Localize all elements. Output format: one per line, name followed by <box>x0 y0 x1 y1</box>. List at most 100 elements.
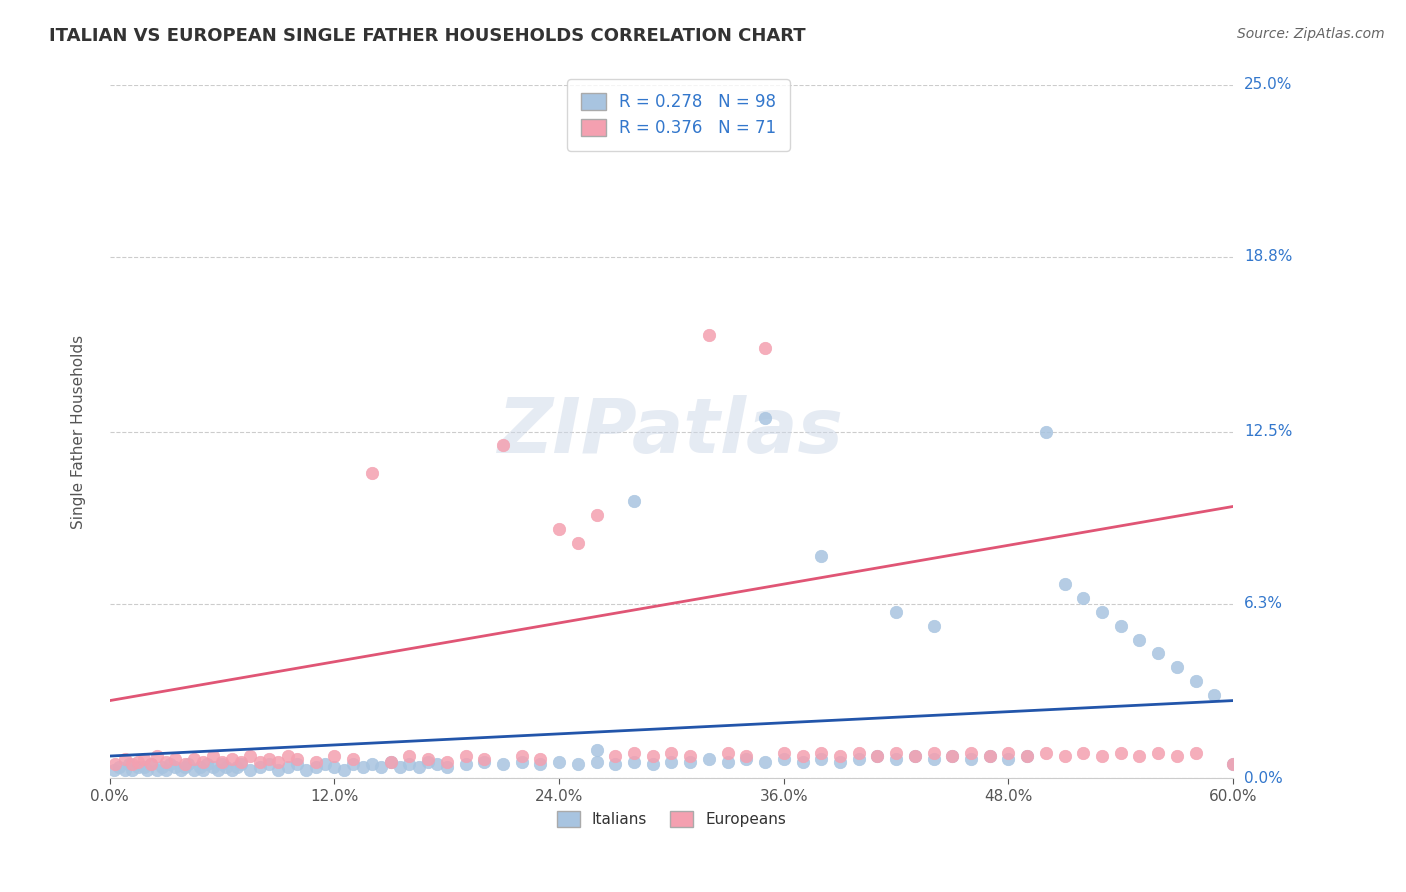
Point <box>145 749 167 764</box>
Point <box>127 760 149 774</box>
Point <box>679 755 702 769</box>
Point <box>585 743 607 757</box>
Point <box>697 752 720 766</box>
Point <box>848 746 870 760</box>
Point <box>416 755 439 769</box>
Text: Source: ZipAtlas.com: Source: ZipAtlas.com <box>1237 27 1385 41</box>
Text: ITALIAN VS EUROPEAN SINGLE FATHER HOUSEHOLDS CORRELATION CHART: ITALIAN VS EUROPEAN SINGLE FATHER HOUSEH… <box>49 27 806 45</box>
Point <box>1017 749 1039 764</box>
Point <box>567 757 589 772</box>
Point <box>114 752 136 766</box>
Point <box>229 757 252 772</box>
Text: 6.3%: 6.3% <box>1244 596 1284 611</box>
Point <box>1166 660 1188 674</box>
Point <box>1222 757 1244 772</box>
Point <box>155 763 177 777</box>
Point <box>792 749 814 764</box>
Point <box>492 757 515 772</box>
Point <box>567 535 589 549</box>
Point <box>117 757 139 772</box>
Point <box>979 749 1001 764</box>
Point <box>139 757 162 772</box>
Point <box>139 757 162 772</box>
Point <box>193 763 215 777</box>
Point <box>201 760 224 774</box>
Point <box>342 752 364 766</box>
Point <box>257 757 280 772</box>
Point <box>127 755 149 769</box>
Point <box>941 749 963 764</box>
Point <box>641 757 664 772</box>
Point <box>333 763 356 777</box>
Point <box>249 760 271 774</box>
Point <box>1091 605 1114 619</box>
Point <box>165 752 187 766</box>
Point <box>884 752 907 766</box>
Point <box>277 749 299 764</box>
Point <box>848 752 870 766</box>
Point <box>922 618 945 632</box>
Point <box>717 746 740 760</box>
Point <box>510 749 533 764</box>
Point <box>103 763 125 777</box>
Point <box>201 749 224 764</box>
Point <box>884 746 907 760</box>
Point <box>257 752 280 766</box>
Point <box>380 755 402 769</box>
Point <box>370 760 392 774</box>
Point <box>922 752 945 766</box>
Point <box>810 746 832 760</box>
Point <box>1128 632 1150 647</box>
Point <box>472 755 495 769</box>
Point <box>398 749 420 764</box>
Point <box>1035 425 1057 439</box>
Point <box>165 760 187 774</box>
Point <box>408 760 430 774</box>
Text: 18.8%: 18.8% <box>1244 250 1292 264</box>
Point <box>215 760 238 774</box>
Point <box>941 749 963 764</box>
Point <box>177 757 200 772</box>
Point <box>735 752 758 766</box>
Point <box>436 760 458 774</box>
Point <box>585 755 607 769</box>
Point <box>183 752 205 766</box>
Point <box>229 755 252 769</box>
Point <box>529 752 551 766</box>
Point <box>389 760 412 774</box>
Point <box>132 752 155 766</box>
Point <box>735 749 758 764</box>
Point <box>623 494 645 508</box>
Point <box>472 752 495 766</box>
Point <box>1128 749 1150 764</box>
Point <box>585 508 607 522</box>
Point <box>221 763 243 777</box>
Point <box>1053 749 1076 764</box>
Point <box>1017 749 1039 764</box>
Point <box>145 763 167 777</box>
Point <box>226 760 249 774</box>
Point <box>679 749 702 764</box>
Point <box>623 755 645 769</box>
Point <box>605 757 627 772</box>
Point <box>904 749 927 764</box>
Point <box>1109 618 1132 632</box>
Point <box>277 760 299 774</box>
Point <box>183 763 205 777</box>
Point <box>979 749 1001 764</box>
Point <box>605 749 627 764</box>
Point <box>426 757 449 772</box>
Point <box>754 342 776 356</box>
Point <box>104 757 127 772</box>
Point <box>361 757 384 772</box>
Text: 12.5%: 12.5% <box>1244 424 1292 439</box>
Point <box>342 757 364 772</box>
Point <box>173 757 195 772</box>
Point <box>1184 746 1206 760</box>
Text: 25.0%: 25.0% <box>1244 78 1292 93</box>
Point <box>828 755 851 769</box>
Point <box>352 760 374 774</box>
Point <box>828 749 851 764</box>
Point <box>249 755 271 769</box>
Point <box>641 749 664 764</box>
